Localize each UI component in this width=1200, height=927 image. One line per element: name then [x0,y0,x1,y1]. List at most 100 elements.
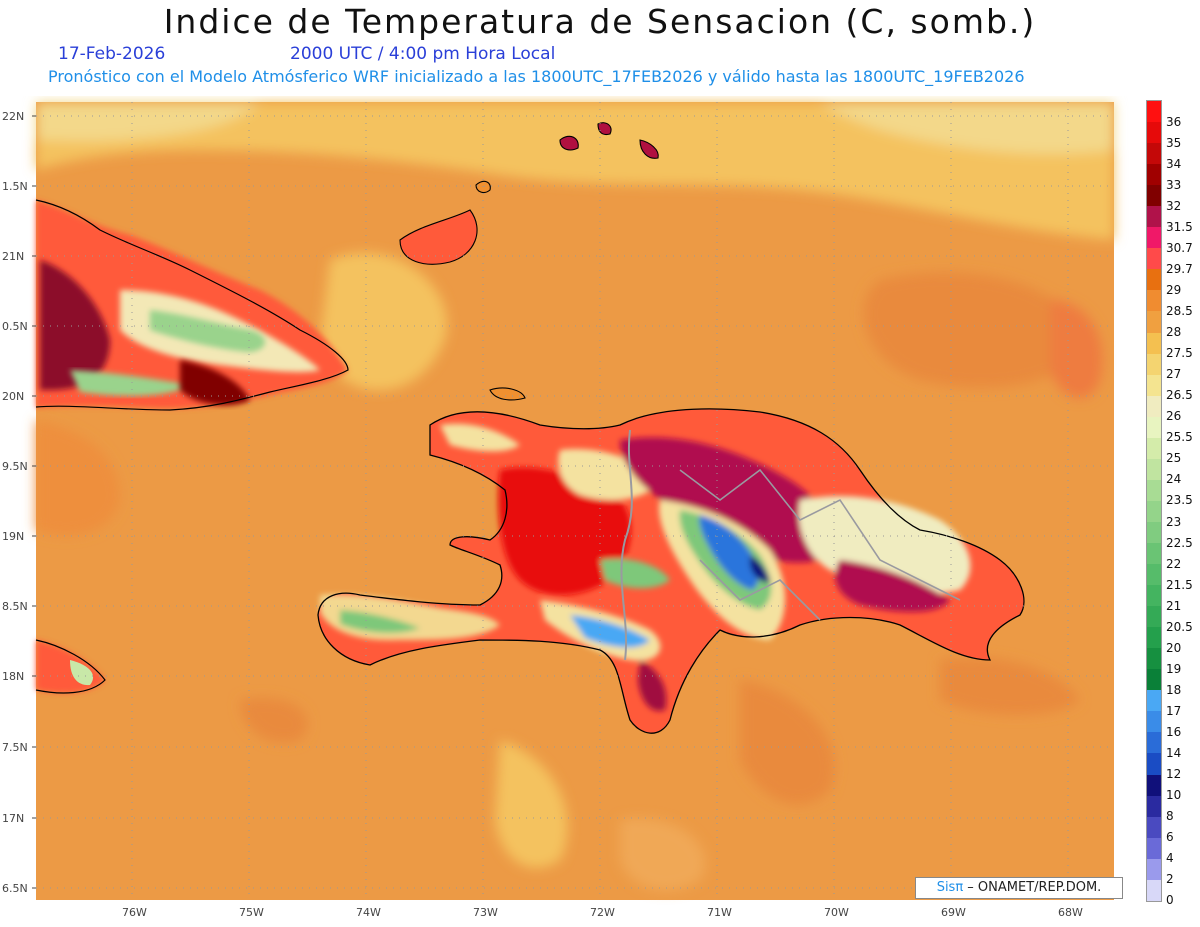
legend-swatch [1147,837,1161,859]
legend-level-label: 33 [1166,177,1182,192]
legend-level-label: 28 [1166,325,1182,340]
lat-label: 9.5N [2,460,28,473]
legend-swatch [1147,669,1161,691]
legend-swatch [1147,564,1161,586]
legend-level-label: 0 [1166,893,1174,908]
legend-swatch [1147,290,1161,312]
lat-label: 1.5N [2,180,28,193]
legend-swatch [1147,479,1161,501]
legend-swatch [1147,858,1161,880]
legend-level-label: 26 [1166,409,1182,424]
legend-swatch [1147,774,1161,796]
legend-level-label: 32 [1166,198,1182,213]
legend-swatch [1147,816,1161,838]
legend-level-label: 4 [1166,851,1174,866]
legend-level-label: 19 [1166,661,1182,676]
legend-swatch [1147,395,1161,417]
lat-label: 22N [2,110,24,123]
lon-label: 71W [707,906,732,919]
legend-level-label: 10 [1166,788,1182,803]
legend-swatch [1147,690,1161,712]
lon-labels: 76W 75W 74W 73W 72W 71W 70W 69W 68W [122,906,1083,919]
legend-swatch [1147,227,1161,249]
legend-level-label: 2 [1166,872,1174,887]
legend-swatch [1147,521,1161,543]
credit-text: – ONAMET/REP.DOM. [963,880,1102,895]
heat-index-map: 22N 1.5N 21N 0.5N 20N 9.5N 19N 8.5N 18N … [2,102,1114,919]
cuba-landmass [35,199,349,411]
model-description: Pronóstico con el Modelo Atmósferico WRF… [48,67,1025,86]
lat-labels: 22N 1.5N 21N 0.5N 20N 9.5N 19N 8.5N 18N … [2,110,28,895]
legend-level-label: 35 [1166,135,1182,150]
legend-swatch [1147,311,1161,333]
legend-swatch [1147,185,1161,207]
legend-swatch [1147,437,1161,459]
lon-label: 72W [590,906,615,919]
legend-swatch [1147,585,1161,607]
lat-label: 7.5N [2,741,28,754]
lon-label: 75W [239,906,264,919]
credit-box: Sisπ – ONAMET/REP.DOM. [915,877,1123,899]
legend-level-label: 25.5 [1166,430,1193,445]
lon-label: 73W [473,906,498,919]
lat-label: 20N [2,390,24,403]
forecast-time: 2000 UTC / 4:00 pm Hora Local [290,44,556,64]
map-title: Indice de Temperatura de Sensacion (C, s… [163,2,1037,41]
legend-level-label: 6 [1166,830,1174,845]
lat-label: 17N [2,812,24,825]
legend-swatch [1147,542,1161,565]
legend-level-label: 20 [1166,640,1182,655]
lat-label: 19N [2,530,24,543]
lon-label: 70W [824,906,849,919]
legend-level-label: 12 [1166,767,1182,782]
legend-level-label: 31.5 [1166,219,1193,234]
legend-swatch [1147,122,1161,144]
legend-swatch [1147,374,1161,396]
legend-swatch [1147,101,1161,123]
legend-level-label: 29.7 [1166,261,1193,276]
legend-level-label: 18 [1166,682,1182,697]
legend-level-label: 20.5 [1166,619,1193,634]
lon-label: 69W [941,906,966,919]
legend-level-label: 21 [1166,598,1182,613]
legend-level-label: 24 [1166,472,1182,487]
lat-label: 18N [2,670,24,683]
legend-swatch [1147,795,1161,817]
islands [399,122,659,401]
legend-level-label: 14 [1166,746,1182,761]
lat-label: 8.5N [2,600,28,613]
legend-swatch [1147,269,1161,291]
legend-level-label: 22.5 [1166,535,1193,550]
legend-level-label: 26.5 [1166,388,1193,403]
lon-label: 68W [1058,906,1083,919]
jamaica-landmass [35,639,106,694]
legend-level-label: 23 [1166,514,1182,529]
lon-label: 76W [122,906,147,919]
legend-swatch [1147,206,1161,228]
color-legend [1146,100,1162,902]
legend-swatch [1147,648,1161,670]
legend-level-label: 27.5 [1166,346,1193,361]
forecast-date: 17-Feb-2026 [58,44,166,64]
legend-level-label: 22 [1166,556,1182,571]
legend-swatch [1147,879,1161,901]
legend-swatch [1147,711,1161,733]
heat-contours [36,102,1114,891]
credit-brand: Sisπ [936,880,964,895]
legend-level-label: 16 [1166,725,1182,740]
legend-swatch [1147,416,1161,438]
legend-swatch [1147,627,1161,649]
legend-swatch [1147,332,1161,354]
legend-swatch [1147,732,1161,754]
hispaniola-landmass [317,408,1025,734]
lat-label: 21N [2,250,24,263]
legend-level-label: 28.5 [1166,304,1193,318]
legend-level-label: 30.7 [1166,240,1193,255]
legend-level-label: 27 [1166,367,1182,382]
legend-level-label: 23.5 [1166,493,1193,508]
legend-swatch [1147,143,1161,165]
legend-level-label: 25 [1166,451,1182,466]
legend-swatch [1147,753,1161,775]
legend-level-label: 36 [1166,114,1182,129]
lat-label: 0.5N [2,320,28,333]
